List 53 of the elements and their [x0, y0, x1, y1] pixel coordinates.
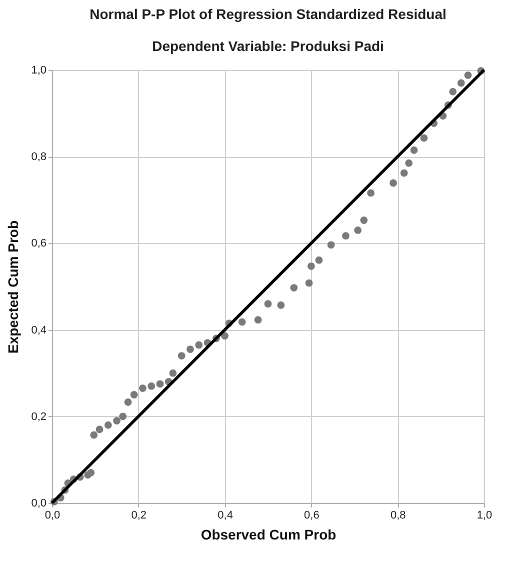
x-tick-label: 0,4 [218, 510, 233, 522]
point [405, 159, 413, 167]
point [367, 189, 375, 197]
point [327, 241, 335, 249]
x-tick-label: 1,0 [476, 510, 492, 522]
x-tick-label: 0,8 [390, 510, 406, 522]
point [238, 318, 246, 326]
chart-subtitle: Dependent Variable: Produksi Padi [152, 38, 384, 54]
point [90, 431, 98, 439]
point [342, 232, 350, 240]
point [354, 226, 362, 234]
point [96, 426, 104, 434]
y-tick-label: 1,0 [31, 64, 46, 76]
point [264, 300, 272, 308]
y-axis-title: Expected Cum Prob [5, 220, 22, 354]
x-tick-label: 0,0 [44, 510, 60, 522]
point [139, 384, 146, 392]
x-axis-title: Observed Cum Prob [200, 526, 336, 542]
point [178, 352, 186, 360]
point [169, 369, 177, 377]
point [277, 301, 285, 309]
point [104, 421, 112, 429]
point [87, 468, 95, 476]
point [156, 380, 164, 388]
point [186, 346, 194, 353]
x-tick-label: 0,2 [131, 510, 147, 522]
point [221, 332, 229, 340]
point [400, 169, 408, 177]
y-tick-label: 0,6 [31, 238, 46, 250]
point [254, 316, 262, 324]
point [390, 179, 397, 187]
point [307, 262, 315, 270]
point [113, 417, 121, 424]
point [420, 134, 428, 142]
point [457, 79, 465, 87]
point [410, 146, 418, 154]
point [360, 216, 368, 224]
point [305, 279, 313, 287]
y-tick-label: 0,0 [31, 498, 46, 510]
y-tick-label: 0,2 [31, 410, 46, 423]
point [119, 412, 127, 420]
y-tick-label: 0,8 [31, 151, 46, 164]
point [449, 88, 457, 96]
point [148, 382, 156, 390]
point [290, 284, 298, 292]
x-tick-label: 0,6 [304, 510, 320, 522]
point [124, 398, 132, 406]
point [464, 71, 472, 79]
chart-title: Normal P-P Plot of Regression Standardized Residual [90, 6, 446, 22]
point [130, 391, 138, 398]
point [195, 341, 203, 349]
point [315, 256, 323, 264]
y-tick-label: 0,4 [31, 324, 46, 336]
